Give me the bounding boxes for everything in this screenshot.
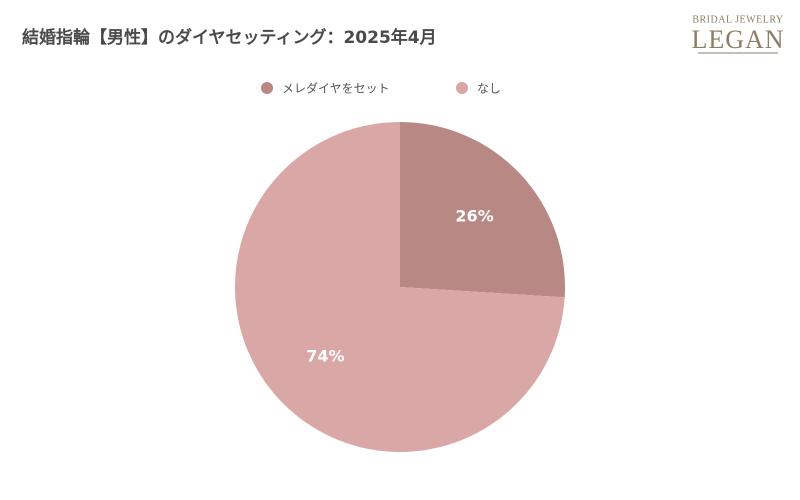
legend-marker — [456, 82, 468, 94]
chart-title: 結婚指輪【男性】のダイヤセッティング：2025年4月 — [22, 27, 437, 48]
legend-marker — [261, 82, 273, 94]
logo-name: LEGAN — [691, 25, 784, 54]
data-label: 74% — [306, 347, 344, 366]
logo-tagline: BRIDAL JEWELRY — [692, 14, 783, 25]
pie-slice — [235, 121, 565, 452]
legend-label: なし — [477, 82, 501, 96]
legend-label: メレダイヤをセット — [282, 81, 390, 96]
data-label: 26% — [455, 206, 493, 225]
pie-slice — [400, 122, 566, 298]
